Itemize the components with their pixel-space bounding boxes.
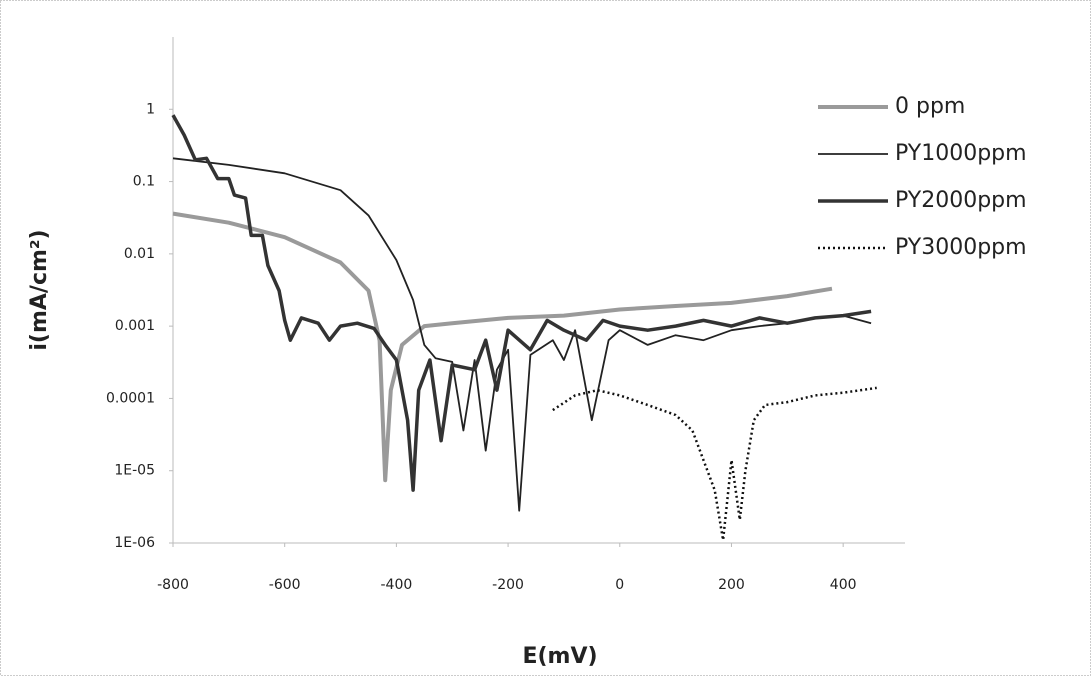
x-tick-label: 400 [830, 577, 857, 593]
y-tick-label: 1E-05 [114, 463, 155, 479]
x-tick-label: -800 [157, 577, 189, 593]
x-axis-label: E(mV) [522, 644, 597, 669]
y-tick-label: 0.0001 [106, 390, 155, 406]
x-tick-label: 0 [615, 577, 624, 593]
series-line [552, 386, 877, 542]
y-tick-label: 1E-06 [114, 535, 155, 551]
legend-label: PY1000ppm [895, 141, 1027, 166]
series-line [172, 211, 833, 483]
series-line [171, 114, 872, 492]
y-axis-label: i(mA/cm²) [27, 229, 52, 350]
x-tick-label: -400 [380, 577, 412, 593]
x-tick-label: -600 [269, 577, 301, 593]
y-tick-label: 0.1 [133, 174, 155, 190]
legend-label: PY2000ppm [895, 188, 1027, 213]
legend-label: 0 ppm [895, 94, 965, 119]
y-tick-label: 0.01 [124, 246, 155, 262]
series-line [172, 157, 872, 512]
x-tick-label: -200 [492, 577, 524, 593]
legend-label: PY3000ppm [895, 235, 1027, 260]
y-tick-label: 0.001 [115, 318, 155, 334]
x-tick-label: 200 [718, 577, 745, 593]
y-tick-label: 1 [146, 101, 155, 117]
